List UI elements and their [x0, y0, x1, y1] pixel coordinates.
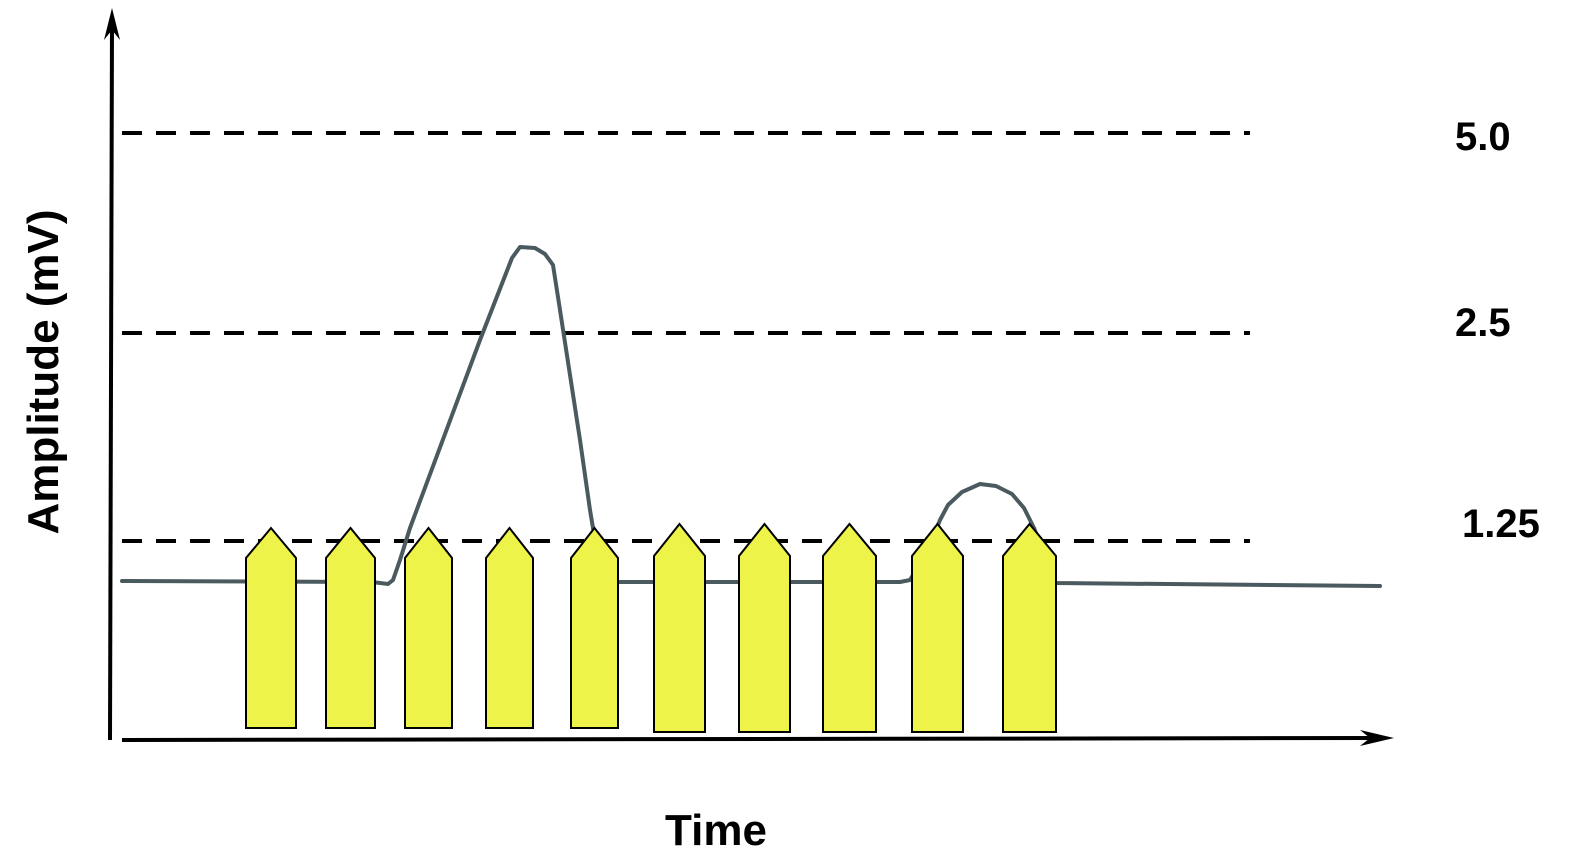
arrow-block-5 [570, 526, 619, 729]
arrow-block-4 [485, 526, 534, 729]
x-axis-label: Time [665, 806, 767, 855]
x-axis-arrowhead [1360, 730, 1394, 746]
x-axis-line [121, 736, 1379, 742]
arrow-block-2 [325, 526, 376, 729]
threshold-labels: 5.0 2.5 1.25 [1455, 115, 1540, 546]
axes [104, 8, 1394, 746]
threshold-lines [122, 131, 1250, 543]
arrow-block-1 [245, 526, 297, 729]
arrow-block-10 [1002, 522, 1057, 733]
waveform-line [120, 245, 1382, 588]
arrow-block-7 [738, 522, 791, 733]
threshold-label-2-5: 2.5 [1455, 301, 1511, 345]
y-axis-label: Amplitude (mV) [19, 209, 68, 534]
threshold-label-1-25: 1.25 [1462, 502, 1540, 546]
y-axis-line [108, 21, 114, 741]
arrow-block-9 [911, 522, 964, 733]
y-axis-arrowhead [104, 8, 120, 40]
arrow-block-8 [822, 522, 877, 733]
arrow-block-6 [653, 522, 706, 733]
arrow-blocks [245, 522, 1057, 733]
threshold-label-5-0: 5.0 [1455, 115, 1511, 159]
arrow-block-3 [404, 526, 453, 729]
